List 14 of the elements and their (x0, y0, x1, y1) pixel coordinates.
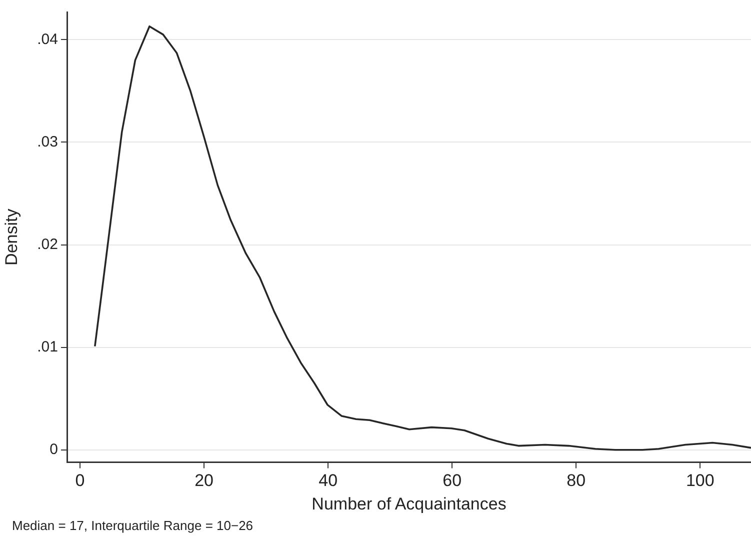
y-tick-label: .04 (37, 30, 58, 48)
y-tick-label: .02 (37, 236, 58, 253)
x-tick-label: 40 (318, 471, 338, 490)
y-tick-label: .03 (37, 133, 58, 150)
x-tick-label: 100 (686, 471, 714, 490)
y-axis-title: Density (2, 208, 21, 266)
x-axis-title: Number of Acquaintances (312, 494, 506, 514)
text: Median = 17, Interquartile Range = 10−26 (12, 518, 254, 534)
x-tick-label: 20 (194, 471, 214, 490)
y-tick-label: 0 (50, 441, 58, 458)
y-tick-label: .01 (37, 338, 58, 356)
x-tick-label: 60 (442, 471, 462, 490)
x-tick-label: 80 (566, 471, 586, 490)
x-tick-label: 0 (75, 471, 85, 490)
